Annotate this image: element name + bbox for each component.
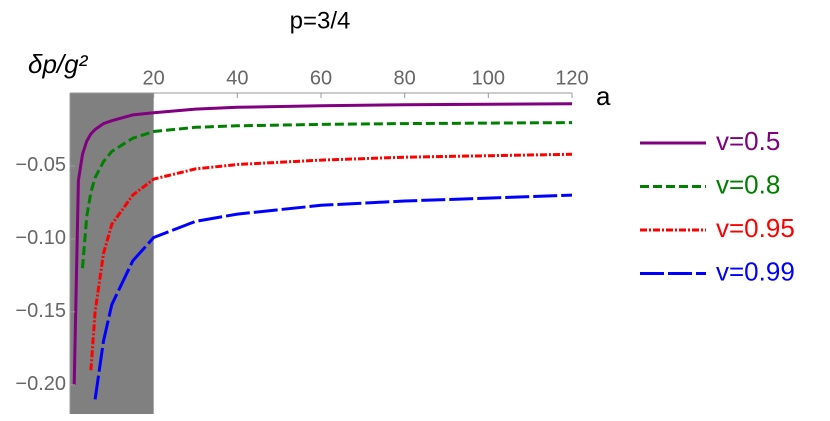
y-tick-label: −0.15 bbox=[15, 300, 66, 322]
legend-label: v=0.99 bbox=[716, 256, 795, 286]
legend-label: v=0.95 bbox=[716, 213, 795, 243]
y-tick-label: −0.20 bbox=[15, 373, 66, 395]
x-tick-label: 80 bbox=[394, 67, 416, 89]
plot-area bbox=[70, 93, 572, 414]
y-tick-label: −0.10 bbox=[15, 227, 66, 249]
x-tick-label: 100 bbox=[472, 67, 505, 89]
x-tick-label: 20 bbox=[143, 67, 165, 89]
series-line bbox=[81, 121, 572, 269]
x-axis-label: a bbox=[596, 81, 611, 111]
x-tick-label: 60 bbox=[310, 67, 332, 89]
x-tick-label: 40 bbox=[226, 67, 248, 89]
series-line bbox=[72, 102, 572, 385]
legend-label: v=0.8 bbox=[716, 169, 780, 199]
series-line bbox=[89, 152, 572, 371]
chart-title: p=3/4 bbox=[290, 7, 351, 34]
legend-label: v=0.5 bbox=[716, 126, 780, 156]
series-line bbox=[93, 193, 572, 400]
y-axis-label: δp/g² bbox=[28, 49, 89, 79]
y-tick-label: −0.05 bbox=[15, 154, 66, 176]
x-tick-label: 120 bbox=[555, 67, 588, 89]
